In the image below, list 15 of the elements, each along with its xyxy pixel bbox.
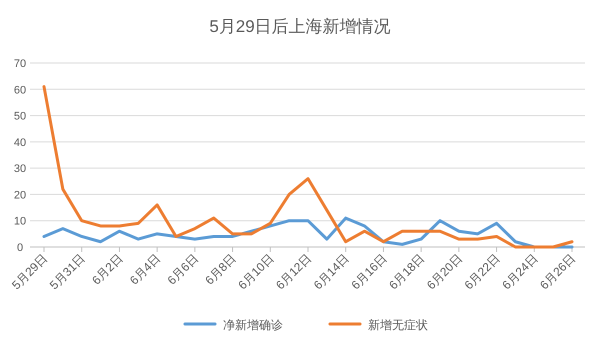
legend-label: 净新增确诊	[223, 318, 283, 332]
line-series	[42, 85, 574, 248]
y-tick-label: 0	[16, 242, 24, 254]
x-tick-label: 6月6日	[164, 251, 201, 288]
x-tick-label: 6月4日	[126, 251, 164, 288]
chart-title: 5月29日后上海新增情况	[209, 17, 391, 36]
legend-label: 新增无症状	[368, 318, 428, 332]
y-tick-label: 20	[14, 189, 26, 202]
x-tick-label: 6月2日	[89, 251, 126, 288]
y-tick-label: 50	[14, 110, 26, 123]
y-tick-label: 60	[14, 84, 26, 96]
y-tick-label: 70	[14, 58, 26, 70]
y-tick-label: 30	[14, 163, 26, 176]
y-tick-label: 40	[14, 136, 26, 149]
y-tick-label: 10	[14, 216, 26, 228]
